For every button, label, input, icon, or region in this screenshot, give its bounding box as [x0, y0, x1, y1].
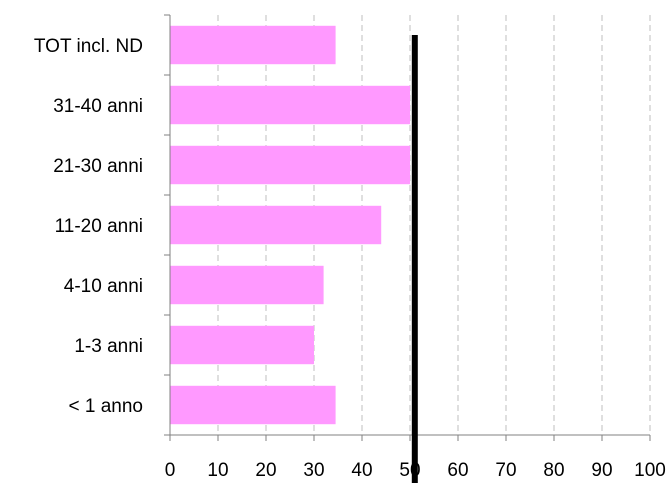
- category-label: 11-20 anni: [55, 216, 143, 237]
- category-label: 21-30 anni: [53, 156, 143, 177]
- x-tick-label: 80: [543, 460, 564, 481]
- bar: [170, 205, 382, 245]
- category-labels: TOT incl. ND 31-40 anni 21-30 anni 11-20 an…: [34, 36, 143, 417]
- x-tick-label: 20: [255, 460, 276, 481]
- category-label: TOT incl. ND: [34, 36, 143, 57]
- category-label: 1-3 anni: [74, 336, 143, 357]
- x-tick-label: 0: [165, 460, 176, 481]
- x-tick-label: 70: [495, 460, 516, 481]
- x-tick-label: 100: [634, 460, 666, 481]
- category-label: < 1 anno: [69, 396, 144, 417]
- bars: [170, 25, 410, 425]
- category-label: 31-40 anni: [53, 96, 143, 117]
- x-tick-label: 30: [303, 460, 324, 481]
- bar: [170, 85, 410, 125]
- bar: [170, 325, 314, 365]
- grid-lines: [217, 15, 651, 435]
- x-tick-label: 60: [447, 460, 468, 481]
- category-label: 4-10 anni: [64, 276, 143, 297]
- bar: [170, 145, 410, 185]
- x-tick-label: 10: [207, 460, 228, 481]
- bar: [170, 385, 336, 425]
- axes: [164, 14, 651, 441]
- x-tick-label: 40: [351, 460, 372, 481]
- bar: [170, 265, 324, 305]
- bar: [170, 25, 336, 65]
- x-tick-label: 90: [591, 460, 612, 481]
